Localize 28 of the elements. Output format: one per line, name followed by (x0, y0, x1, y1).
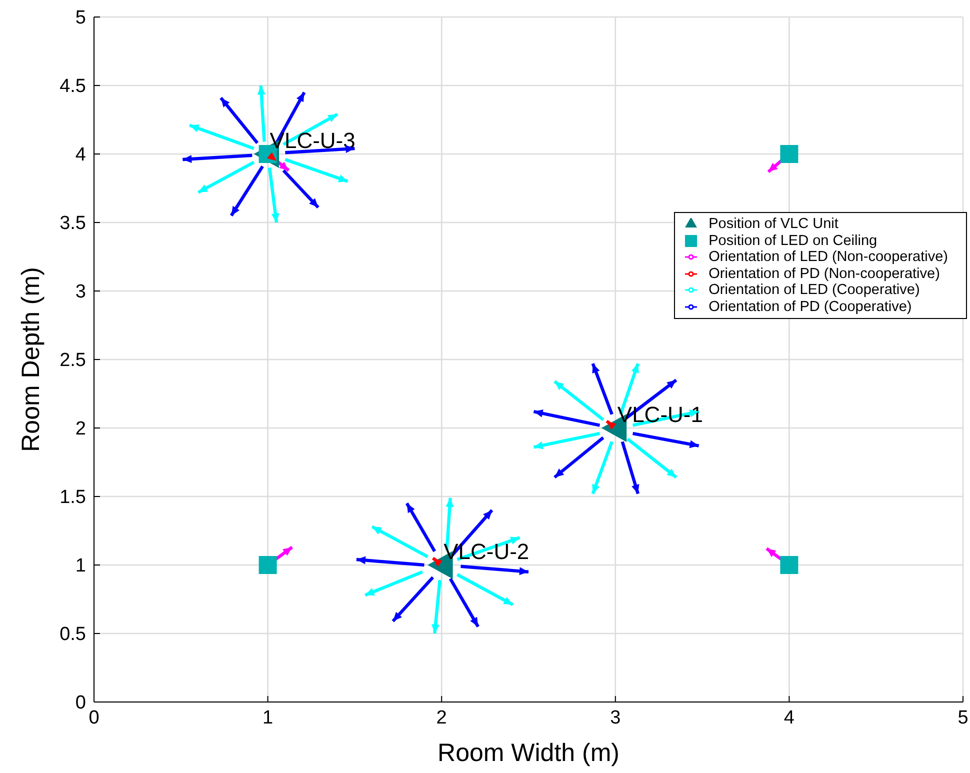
point (780, 145, 798, 163)
x-axis-title: Room Width (m) (438, 739, 620, 767)
y-tick-label: 4 (75, 144, 86, 166)
legend-label: Orientation of PD (Non-cooperative) (708, 266, 940, 282)
y-tick-label: 3 (75, 282, 86, 303)
x-tick-label: 0 (88, 707, 100, 728)
y-tick-label: 1 (75, 556, 86, 577)
point (780, 556, 798, 574)
legend-label: Position of LED on Ceiling (708, 232, 878, 248)
legend-label: Position of VLC Unit (708, 216, 838, 232)
y-tick-label: 0.5 (60, 624, 86, 646)
legend-label: Orientation of PD (Cooperative) (708, 298, 912, 314)
y-tick-label: 1.5 (60, 487, 86, 508)
x-tick-label: 4 (784, 707, 795, 728)
y-tick-label: 5 (75, 8, 86, 29)
x-tick-label: 5 (958, 707, 968, 728)
x-tick-label: 3 (610, 707, 621, 728)
y-tick-label: 4.5 (60, 76, 86, 98)
y-tick-label: 0 (75, 692, 86, 714)
y-axis-title: Room Depth (m) (16, 267, 45, 452)
x-tick-label: 2 (436, 707, 447, 728)
legend-label: Orientation of LED (Non-cooperative) (708, 249, 948, 265)
y-tick-label: 2 (75, 418, 86, 440)
legend-label: Orientation of LED (Cooperative) (708, 282, 920, 298)
point (258, 556, 277, 574)
y-tick-label: 2.5 (60, 350, 86, 372)
x-tick-label: 1 (262, 707, 274, 728)
y-tick-label: 3.5 (60, 213, 86, 234)
